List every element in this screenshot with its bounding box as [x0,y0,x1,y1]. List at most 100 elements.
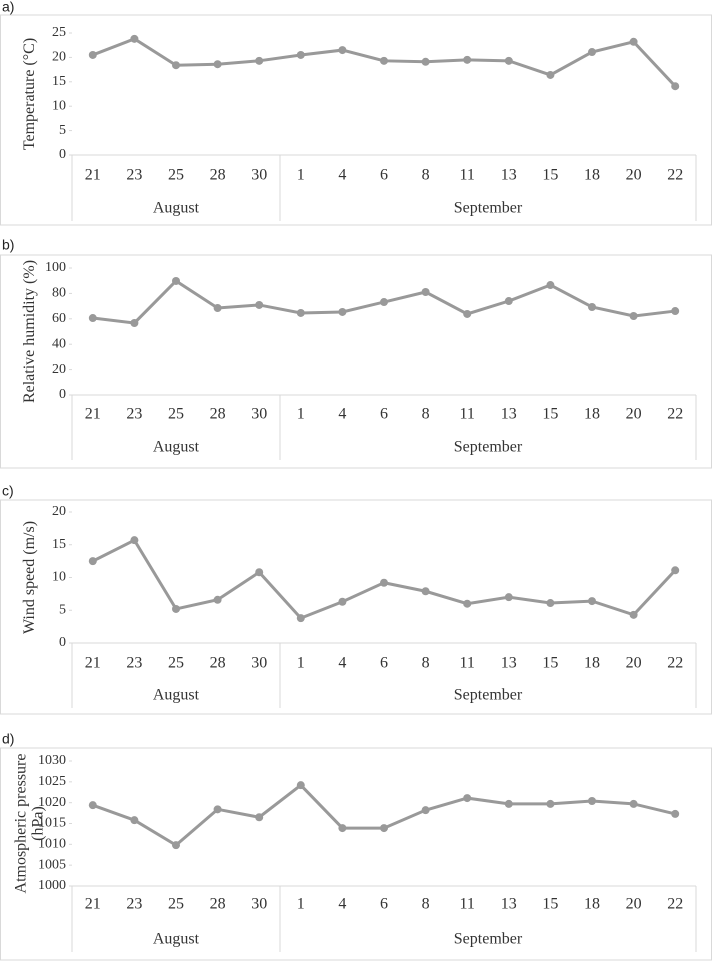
y-axis-label-line: Wind speed (m/s) [21,521,38,634]
x-tick-label: 21 [85,896,101,913]
point [88,314,97,323]
point [172,604,180,613]
point [338,307,347,316]
y-tick-label: 10 [52,98,66,113]
point [546,599,555,608]
x-tick-label: 21 [85,167,101,184]
y-tick-label: 15 [52,74,66,89]
y-tick-label: 0 [59,147,66,162]
point [629,37,638,46]
x-tick-label: 20 [626,167,642,184]
point [130,816,139,825]
point [463,794,472,803]
group-label: September [454,687,523,704]
point [296,614,305,623]
point [588,302,596,311]
point [296,308,305,317]
point [504,297,513,306]
x-tick-label: 6 [380,167,388,184]
point [380,298,388,307]
point [421,288,430,297]
x-tick-label: 18 [584,406,600,423]
x-tick-label: 18 [584,655,600,672]
x-tick-label: 20 [626,406,642,423]
panel-label: a) [2,0,14,15]
x-tick-label: 23 [126,406,142,423]
x-tick-label: 8 [422,896,430,913]
y-tick-label: 20 [52,362,66,377]
panel-label: d) [2,731,14,747]
point [130,536,139,545]
point [421,806,430,815]
point [671,809,680,818]
series-line [92,783,676,848]
group-label: September [454,439,523,456]
y-tick-label: 15 [52,537,66,552]
point [380,824,388,833]
y-tick-label: 20 [52,504,66,519]
y-axis-label-line: (hPa) [29,806,46,841]
x-tick-label: 28 [210,167,226,184]
point [671,307,680,316]
point [421,587,430,596]
x-tick-label: 21 [85,655,101,672]
x-tick-label: 30 [251,655,267,672]
x-tick-label: 20 [626,896,642,913]
point [380,56,388,65]
y-tick-label: 80 [52,286,66,301]
y-axis-label: Relative humidity (%) [21,260,38,403]
point [255,300,264,309]
y-axis-label: Temperature (°C) [21,38,38,150]
x-tick-label: 6 [380,655,388,672]
x-tick-label: 8 [422,167,430,184]
point [671,82,680,91]
point [296,50,305,59]
y-tick-label: 1005 [38,857,66,872]
y-tick-label: 1030 [38,753,66,768]
y-tick-label: 1010 [38,837,66,852]
y-axis-label-line: Atmospheric pressure [12,754,29,894]
point [338,824,347,833]
x-tick-label: 4 [338,655,346,672]
y-tick-label: 20 [52,50,66,65]
point [629,312,638,321]
x-tick-label: 11 [459,896,474,913]
x-tick-label: 18 [584,167,600,184]
y-tick-label: 25 [52,25,66,40]
x-tick-label: 4 [338,167,346,184]
x-tick-label: 11 [459,655,474,672]
panel-frame [0,254,712,469]
x-tick-label: 13 [501,896,517,913]
point [338,597,347,606]
point [629,799,638,808]
x-tick-label: 23 [126,167,142,184]
x-tick-label: 6 [380,896,388,913]
y-tick-label: 100 [45,260,66,275]
x-tick-label: 30 [251,896,267,913]
x-tick-label: 28 [210,896,226,913]
point [296,781,305,790]
x-tick-label: 23 [126,896,142,913]
x-tick-label: 15 [542,896,558,913]
group-label: September [454,200,523,217]
panel-frame [0,499,712,715]
point [546,799,555,808]
point [130,34,139,43]
x-tick-label: 8 [422,406,430,423]
x-tick-label: 25 [168,167,184,184]
x-tick-label: 11 [459,406,474,423]
y-tick-label: 0 [59,387,66,402]
point [213,805,222,814]
x-tick-label: 4 [338,896,346,913]
x-tick-label: 23 [126,655,142,672]
x-tick-label: 18 [584,896,600,913]
point [546,281,555,290]
x-tick-label: 6 [380,406,388,423]
point [588,597,596,606]
point [629,610,638,619]
panel-label: b) [2,237,14,253]
point [255,813,264,822]
point [172,276,180,285]
x-tick-label: 4 [338,406,346,423]
